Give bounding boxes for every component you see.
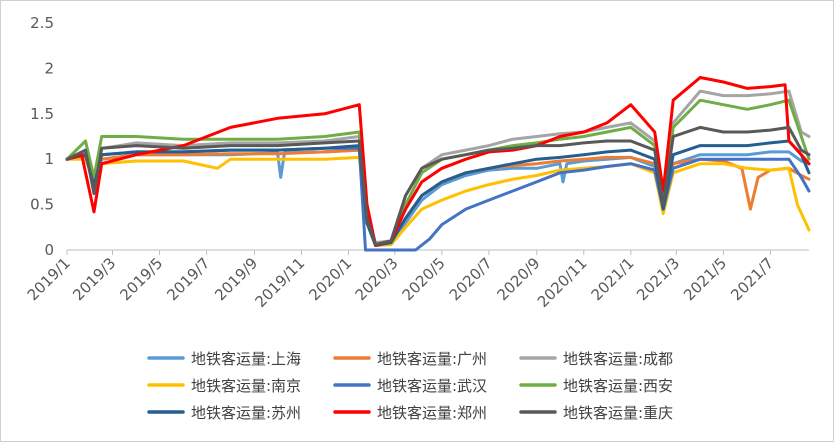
x-tick-label: 2020/11 (534, 254, 591, 311)
y-tick-label: 2.5 (30, 14, 54, 32)
legend-label: 地铁客运量:广州 (377, 350, 487, 368)
x-axis: 2019/12019/32019/52019/72019/92019/11202… (24, 249, 809, 311)
legend-label: 地铁客运量:成都 (563, 350, 673, 368)
x-tick-label: 2021/3 (633, 254, 683, 304)
x-tick-label: 2021/7 (727, 254, 777, 304)
x-tick-label: 2019/5 (116, 254, 166, 304)
legend-label: 地铁客运量:苏州 (191, 404, 301, 422)
y-tick-label: 1 (44, 150, 54, 168)
legend-label: 地铁客运量:上海 (191, 350, 301, 368)
x-tick-label: 2020/3 (352, 254, 402, 304)
series-line-3 (65, 89, 811, 245)
legend-label: 地铁客运量:郑州 (377, 404, 487, 422)
x-tick-label: 2019/3 (69, 254, 119, 304)
x-tick-label: 2021/1 (588, 254, 638, 304)
x-tick-label: 2020/1 (305, 254, 355, 304)
legend-label: 地铁客运量:重庆 (563, 404, 673, 422)
y-axis-ticks: 0 0.5 1 1.5 2 2.5 (30, 14, 54, 259)
series-line-8 (65, 76, 811, 247)
x-tick-label: 2021/5 (680, 254, 730, 304)
y-tick-label: 1.5 (30, 105, 54, 123)
y-tick-label: 0 (44, 241, 54, 259)
series-line-9 (65, 125, 811, 247)
x-tick-label: 2019/1 (24, 254, 74, 304)
legend-label: 地铁客运量:西安 (563, 377, 673, 395)
series-line-7 (65, 139, 811, 247)
x-tick-label: 2020/5 (399, 254, 449, 304)
x-tick-label: 2020/7 (446, 254, 496, 304)
series-line-4 (65, 155, 811, 247)
legend-label: 地铁客运量:南京 (191, 377, 301, 395)
x-tick-label: 2019/7 (163, 254, 213, 304)
series-layer (65, 76, 811, 252)
legend-label: 地铁客运量:武汉 (377, 377, 487, 395)
y-tick-label: 0.5 (30, 196, 54, 214)
x-tick-label: 2019/11 (252, 254, 309, 311)
y-tick-label: 2 (44, 59, 54, 77)
